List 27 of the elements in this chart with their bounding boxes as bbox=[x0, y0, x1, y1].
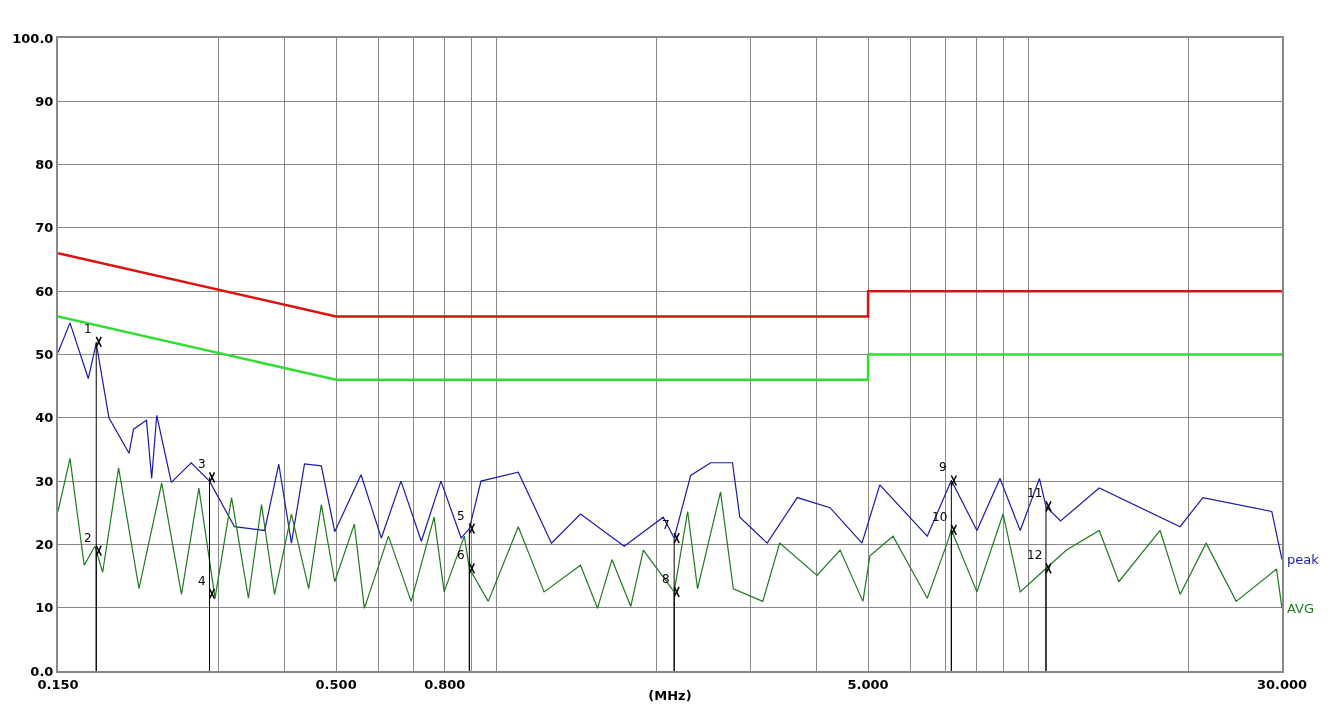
y-tick-label: 60 bbox=[35, 283, 54, 299]
y-tick-label: 20 bbox=[35, 536, 54, 552]
x-tick-label: 5.000 bbox=[847, 676, 889, 692]
x-tick-label: 0.500 bbox=[315, 676, 357, 692]
y-tick-label: 10 bbox=[35, 600, 54, 616]
x-axis-title: (MHz) bbox=[648, 687, 692, 703]
x-tick-label: 0.800 bbox=[424, 676, 466, 692]
annotation: 2 bbox=[84, 531, 92, 545]
annotation: 6 bbox=[457, 548, 465, 562]
series-label: AVG bbox=[1287, 601, 1315, 616]
y-tick-label: 80 bbox=[35, 157, 54, 173]
x-tick-label: 30.000 bbox=[1256, 676, 1308, 692]
y-tick-label: 40 bbox=[35, 410, 54, 426]
series-label: peak bbox=[1287, 552, 1320, 567]
y-tick-label: 70 bbox=[35, 220, 54, 236]
x-tick-label: 0.150 bbox=[37, 676, 79, 692]
y-tick-label: 100.0 bbox=[12, 30, 54, 46]
annotation: 12 bbox=[1027, 548, 1043, 562]
y-tick-label: 90 bbox=[35, 93, 54, 109]
y-tick-label: 50 bbox=[35, 347, 54, 363]
annotation: 3 bbox=[198, 457, 206, 471]
y-tick-label: 0.0 bbox=[30, 663, 54, 679]
y-tick-label: 30 bbox=[35, 473, 54, 489]
annotation: 1 bbox=[84, 322, 92, 336]
annotation: 9 bbox=[939, 460, 947, 474]
annotation: 5 bbox=[457, 509, 465, 523]
annotation: 4 bbox=[198, 574, 206, 588]
